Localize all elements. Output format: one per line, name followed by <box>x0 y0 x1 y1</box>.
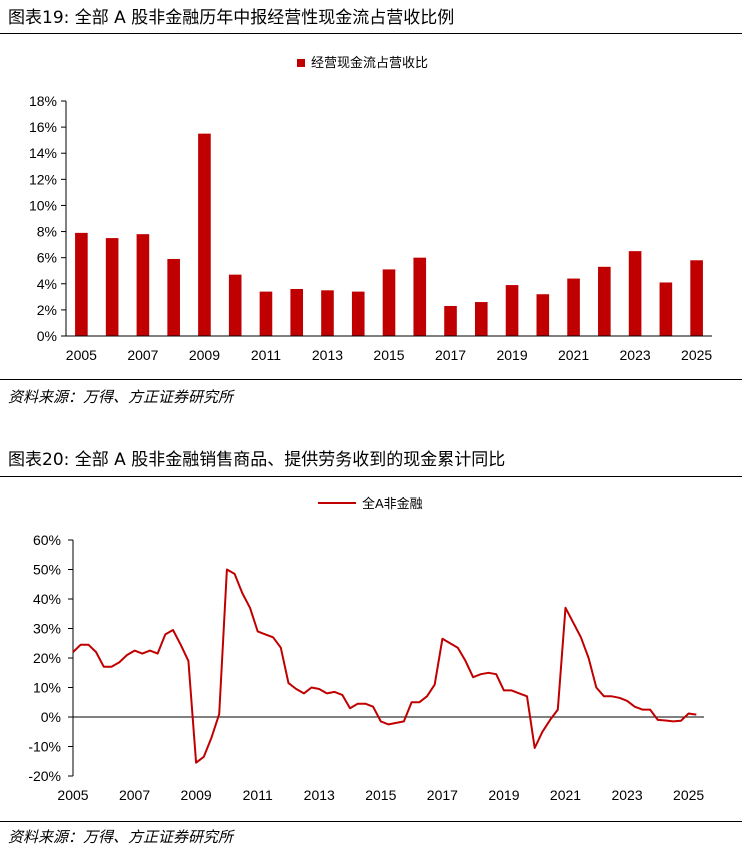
bar <box>536 294 550 336</box>
figure1-source: 资料来源：万得、方正证券研究所 <box>8 388 234 406</box>
line-chart: 全A非金融 -20% -10% 0% 10% 20% 30% 40% 50% 60% 2005 200… <box>28 496 704 803</box>
y-tick-label: 0% <box>41 709 61 725</box>
x-tick-label: 2017 <box>435 347 466 363</box>
bar <box>351 291 365 336</box>
x-tick-label: 2017 <box>427 787 458 803</box>
y-tick-label: 14% <box>29 145 57 161</box>
x-tick-label: 2023 <box>611 787 642 803</box>
x-tick-label: 2025 <box>681 347 712 363</box>
y-tick-label: -20% <box>28 768 61 784</box>
bar <box>505 285 519 336</box>
y-tick-label: 30% <box>33 621 61 637</box>
x-tick-label: 2019 <box>488 787 519 803</box>
x-tick-label: 2015 <box>365 787 396 803</box>
x-tick-label: 2019 <box>496 347 527 363</box>
x-tick-label: 2025 <box>673 787 704 803</box>
bar <box>413 257 427 336</box>
x-tick-label: 2007 <box>127 347 158 363</box>
y-tick-label: 2% <box>37 302 57 318</box>
x-tick-label: 2013 <box>312 347 343 363</box>
bar <box>690 260 703 336</box>
legend-label: 经营现金流占营收比 <box>311 55 428 70</box>
x-tick-label: 2021 <box>558 347 589 363</box>
x-tick-label: 2005 <box>57 787 88 803</box>
bar <box>228 274 242 336</box>
x-tick-label: 2009 <box>181 787 212 803</box>
figure1-top-rule <box>0 33 742 34</box>
bar <box>105 238 119 336</box>
legend-label: 全A非金融 <box>362 496 423 511</box>
x-tick-label: 2021 <box>550 787 581 803</box>
x-tick-label: 2005 <box>66 347 97 363</box>
x-tick-label: 2011 <box>243 787 273 803</box>
x-tick-label: 2007 <box>119 787 150 803</box>
y-tick-label: 18% <box>29 93 57 109</box>
y-tick-label: 8% <box>37 224 57 240</box>
bar <box>259 291 273 336</box>
x-tick-label: 2023 <box>620 347 651 363</box>
y-tick-label: 4% <box>37 276 57 292</box>
bar <box>474 302 488 336</box>
bar <box>628 251 642 336</box>
bar <box>598 266 611 336</box>
bar <box>167 258 180 336</box>
bar-chart: 经营现金流占营收比 0% 2% 4% 6% 8% 10% 12% 14% 16% 18% 2005 20… <box>29 55 712 363</box>
y-tick-label: 0% <box>37 328 57 344</box>
bar <box>136 234 150 336</box>
y-tick-label: 20% <box>33 650 61 666</box>
bar <box>321 290 334 336</box>
y-tick-label: -10% <box>28 739 61 755</box>
bar <box>444 305 457 336</box>
legend-swatch <box>297 59 305 67</box>
y-tick-label: 16% <box>29 119 57 135</box>
bar <box>382 269 396 336</box>
figure2-top-rule <box>0 476 742 477</box>
figure2-source: 资料来源：万得、方正证券研究所 <box>8 828 234 846</box>
bar <box>567 278 580 336</box>
bar <box>290 289 304 336</box>
y-tick-label: 10% <box>33 680 61 696</box>
y-tick-label: 10% <box>29 197 57 213</box>
bar <box>659 282 673 336</box>
figure2-title: 图表20: 全部 A 股非金融销售商品、提供劳务收到的现金累计同比 <box>8 450 506 470</box>
figure1-bottom-rule <box>0 379 742 380</box>
bar <box>198 133 211 336</box>
series-line <box>72 568 697 764</box>
y-tick-label: 6% <box>37 250 57 266</box>
figure2-bottom-rule <box>0 821 742 822</box>
y-tick-label: 12% <box>29 171 57 187</box>
x-tick-label: 2015 <box>373 347 404 363</box>
x-tick-label: 2011 <box>251 347 281 363</box>
y-tick-label: 60% <box>33 532 61 548</box>
y-tick-label: 40% <box>33 591 61 607</box>
x-tick-label: 2009 <box>189 347 220 363</box>
y-tick-label: 50% <box>33 562 61 578</box>
x-tick-label: 2013 <box>304 787 335 803</box>
figure1-title: 图表19: 全部 A 股非金融历年中报经营性现金流占营收比例 <box>8 8 455 28</box>
bar <box>75 232 88 336</box>
